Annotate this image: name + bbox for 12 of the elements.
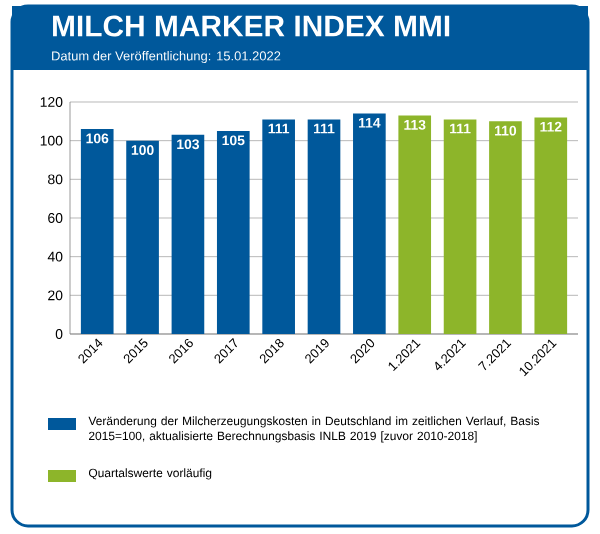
chart-title: MILCH MARKER INDEX MMI — [53, 15, 450, 37]
bar — [307, 119, 341, 334]
bar — [489, 121, 522, 334]
bar — [353, 113, 386, 334]
bar — [216, 130, 250, 334]
bar — [262, 119, 295, 334]
bar — [443, 119, 477, 334]
bar — [398, 115, 432, 334]
bar — [80, 129, 114, 334]
bar — [171, 134, 205, 334]
bar — [534, 117, 568, 334]
bar — [126, 140, 159, 334]
